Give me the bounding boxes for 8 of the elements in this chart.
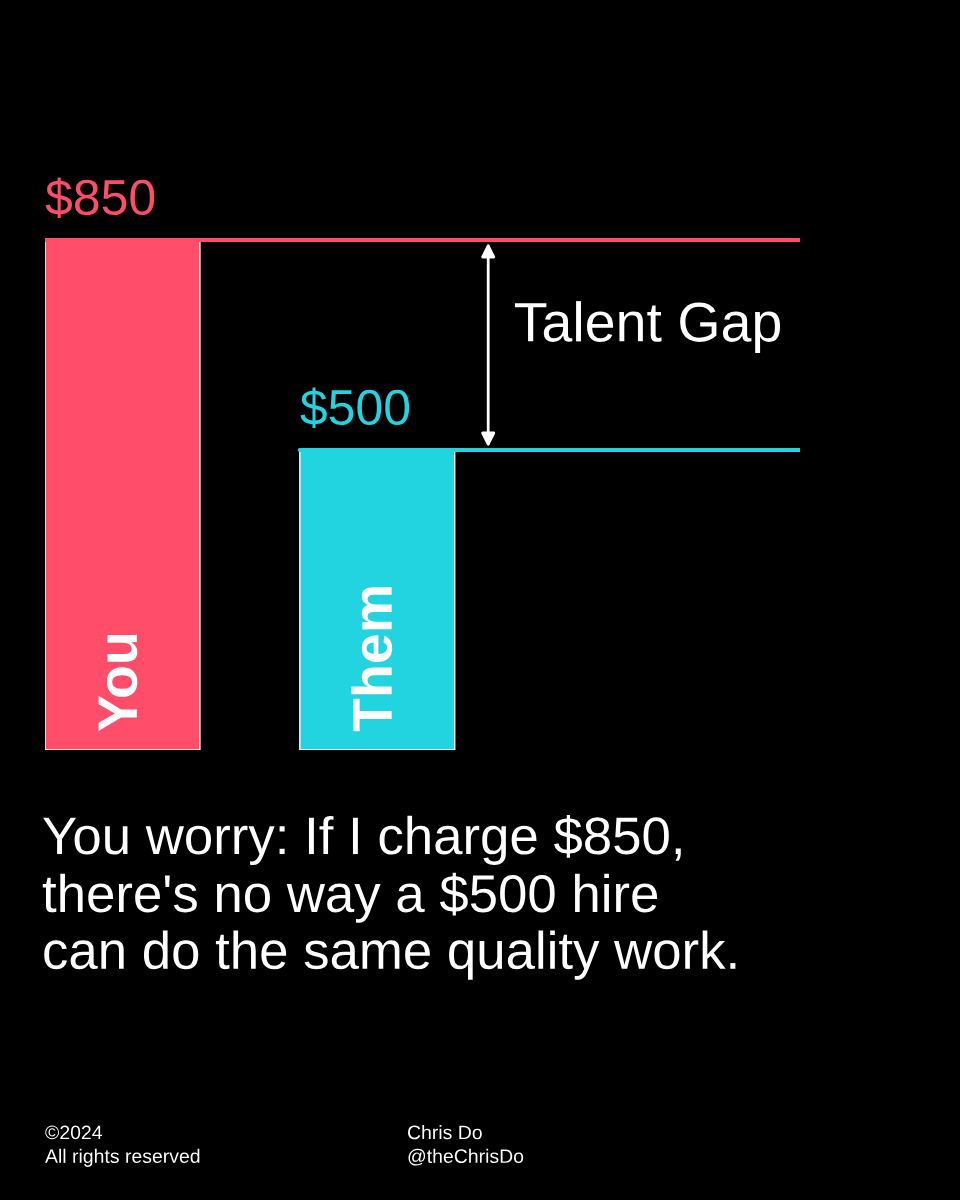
text: ©2024 All rights reserved	[45, 1125, 200, 1167]
x-tick-label: You	[98, 634, 138, 732]
x-tick-label: Them	[351, 587, 393, 732]
text: Talent Gap	[514, 301, 781, 353]
data-label: $500	[300, 387, 410, 429]
text: Chris Do @theChrisDo	[407, 1125, 524, 1166]
data-label: $850	[45, 177, 155, 219]
text: You worry: If I charge $850, there's no way a $500 hire can do the same quality work.	[42, 815, 736, 980]
